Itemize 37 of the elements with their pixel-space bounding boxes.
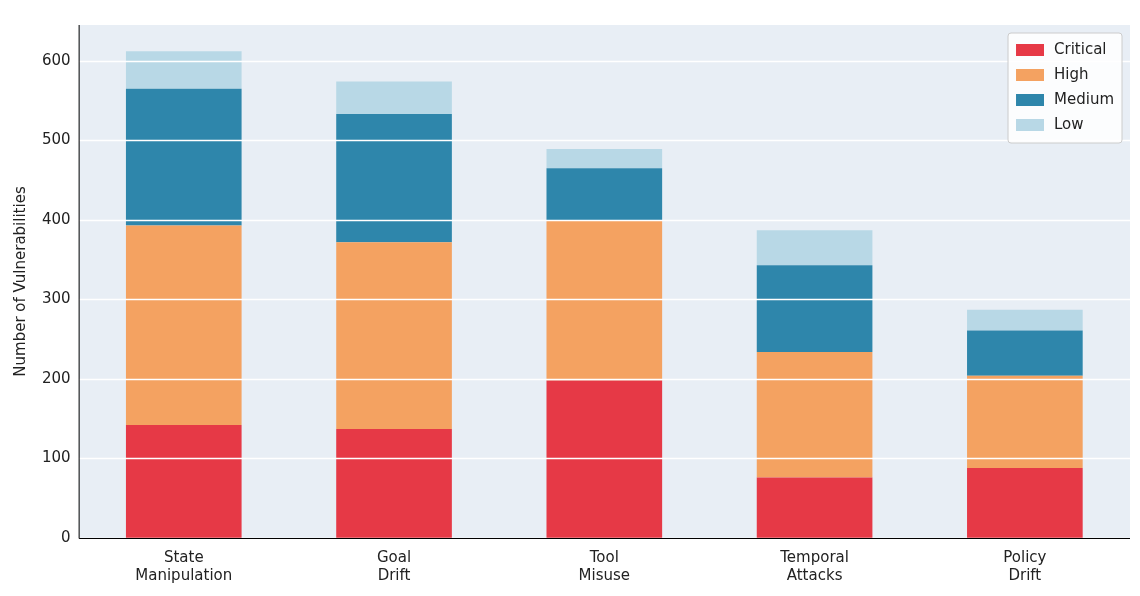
y-tick-label: 500: [41, 130, 71, 149]
x-tick-label: Temporal Attacks: [779, 547, 849, 584]
x-tick-label: Tool Misuse: [578, 547, 631, 584]
legend-label: Medium: [1054, 89, 1115, 108]
y-axis-title: Number of Vulnerabilities: [10, 186, 29, 377]
bar: [546, 168, 663, 221]
legend-label: Low: [1054, 114, 1084, 133]
x-tick-label: Policy Drift: [1003, 547, 1047, 584]
y-tick-label: 0: [61, 527, 71, 546]
y-tick-label: 200: [41, 368, 71, 387]
bar: [756, 265, 873, 352]
bar: [967, 468, 1083, 538]
y-tick-label: 600: [41, 50, 71, 69]
bar: [336, 114, 452, 243]
bar: [756, 477, 873, 538]
bar: [546, 149, 663, 169]
bar: [125, 51, 242, 89]
bar: [125, 225, 242, 426]
y-tick-label: 100: [41, 448, 71, 467]
y-tick-label: 300: [41, 289, 71, 308]
bar: [756, 230, 873, 266]
bar: [967, 375, 1083, 469]
bar: [336, 81, 452, 115]
bar: [125, 425, 242, 538]
bar: [125, 88, 242, 226]
bar: [756, 351, 873, 478]
x-tick-label: Goal Drift: [376, 547, 412, 584]
bar: [546, 380, 663, 538]
y-tick-label: 400: [41, 209, 71, 228]
bar: [336, 429, 452, 538]
bar: [967, 330, 1083, 376]
bar: [336, 242, 452, 430]
bar: [967, 309, 1083, 331]
x-tick-label: State Manipulation: [135, 547, 233, 584]
legend-label: Critical: [1054, 39, 1107, 58]
bar: [546, 220, 663, 381]
legend-label: High: [1054, 64, 1089, 83]
